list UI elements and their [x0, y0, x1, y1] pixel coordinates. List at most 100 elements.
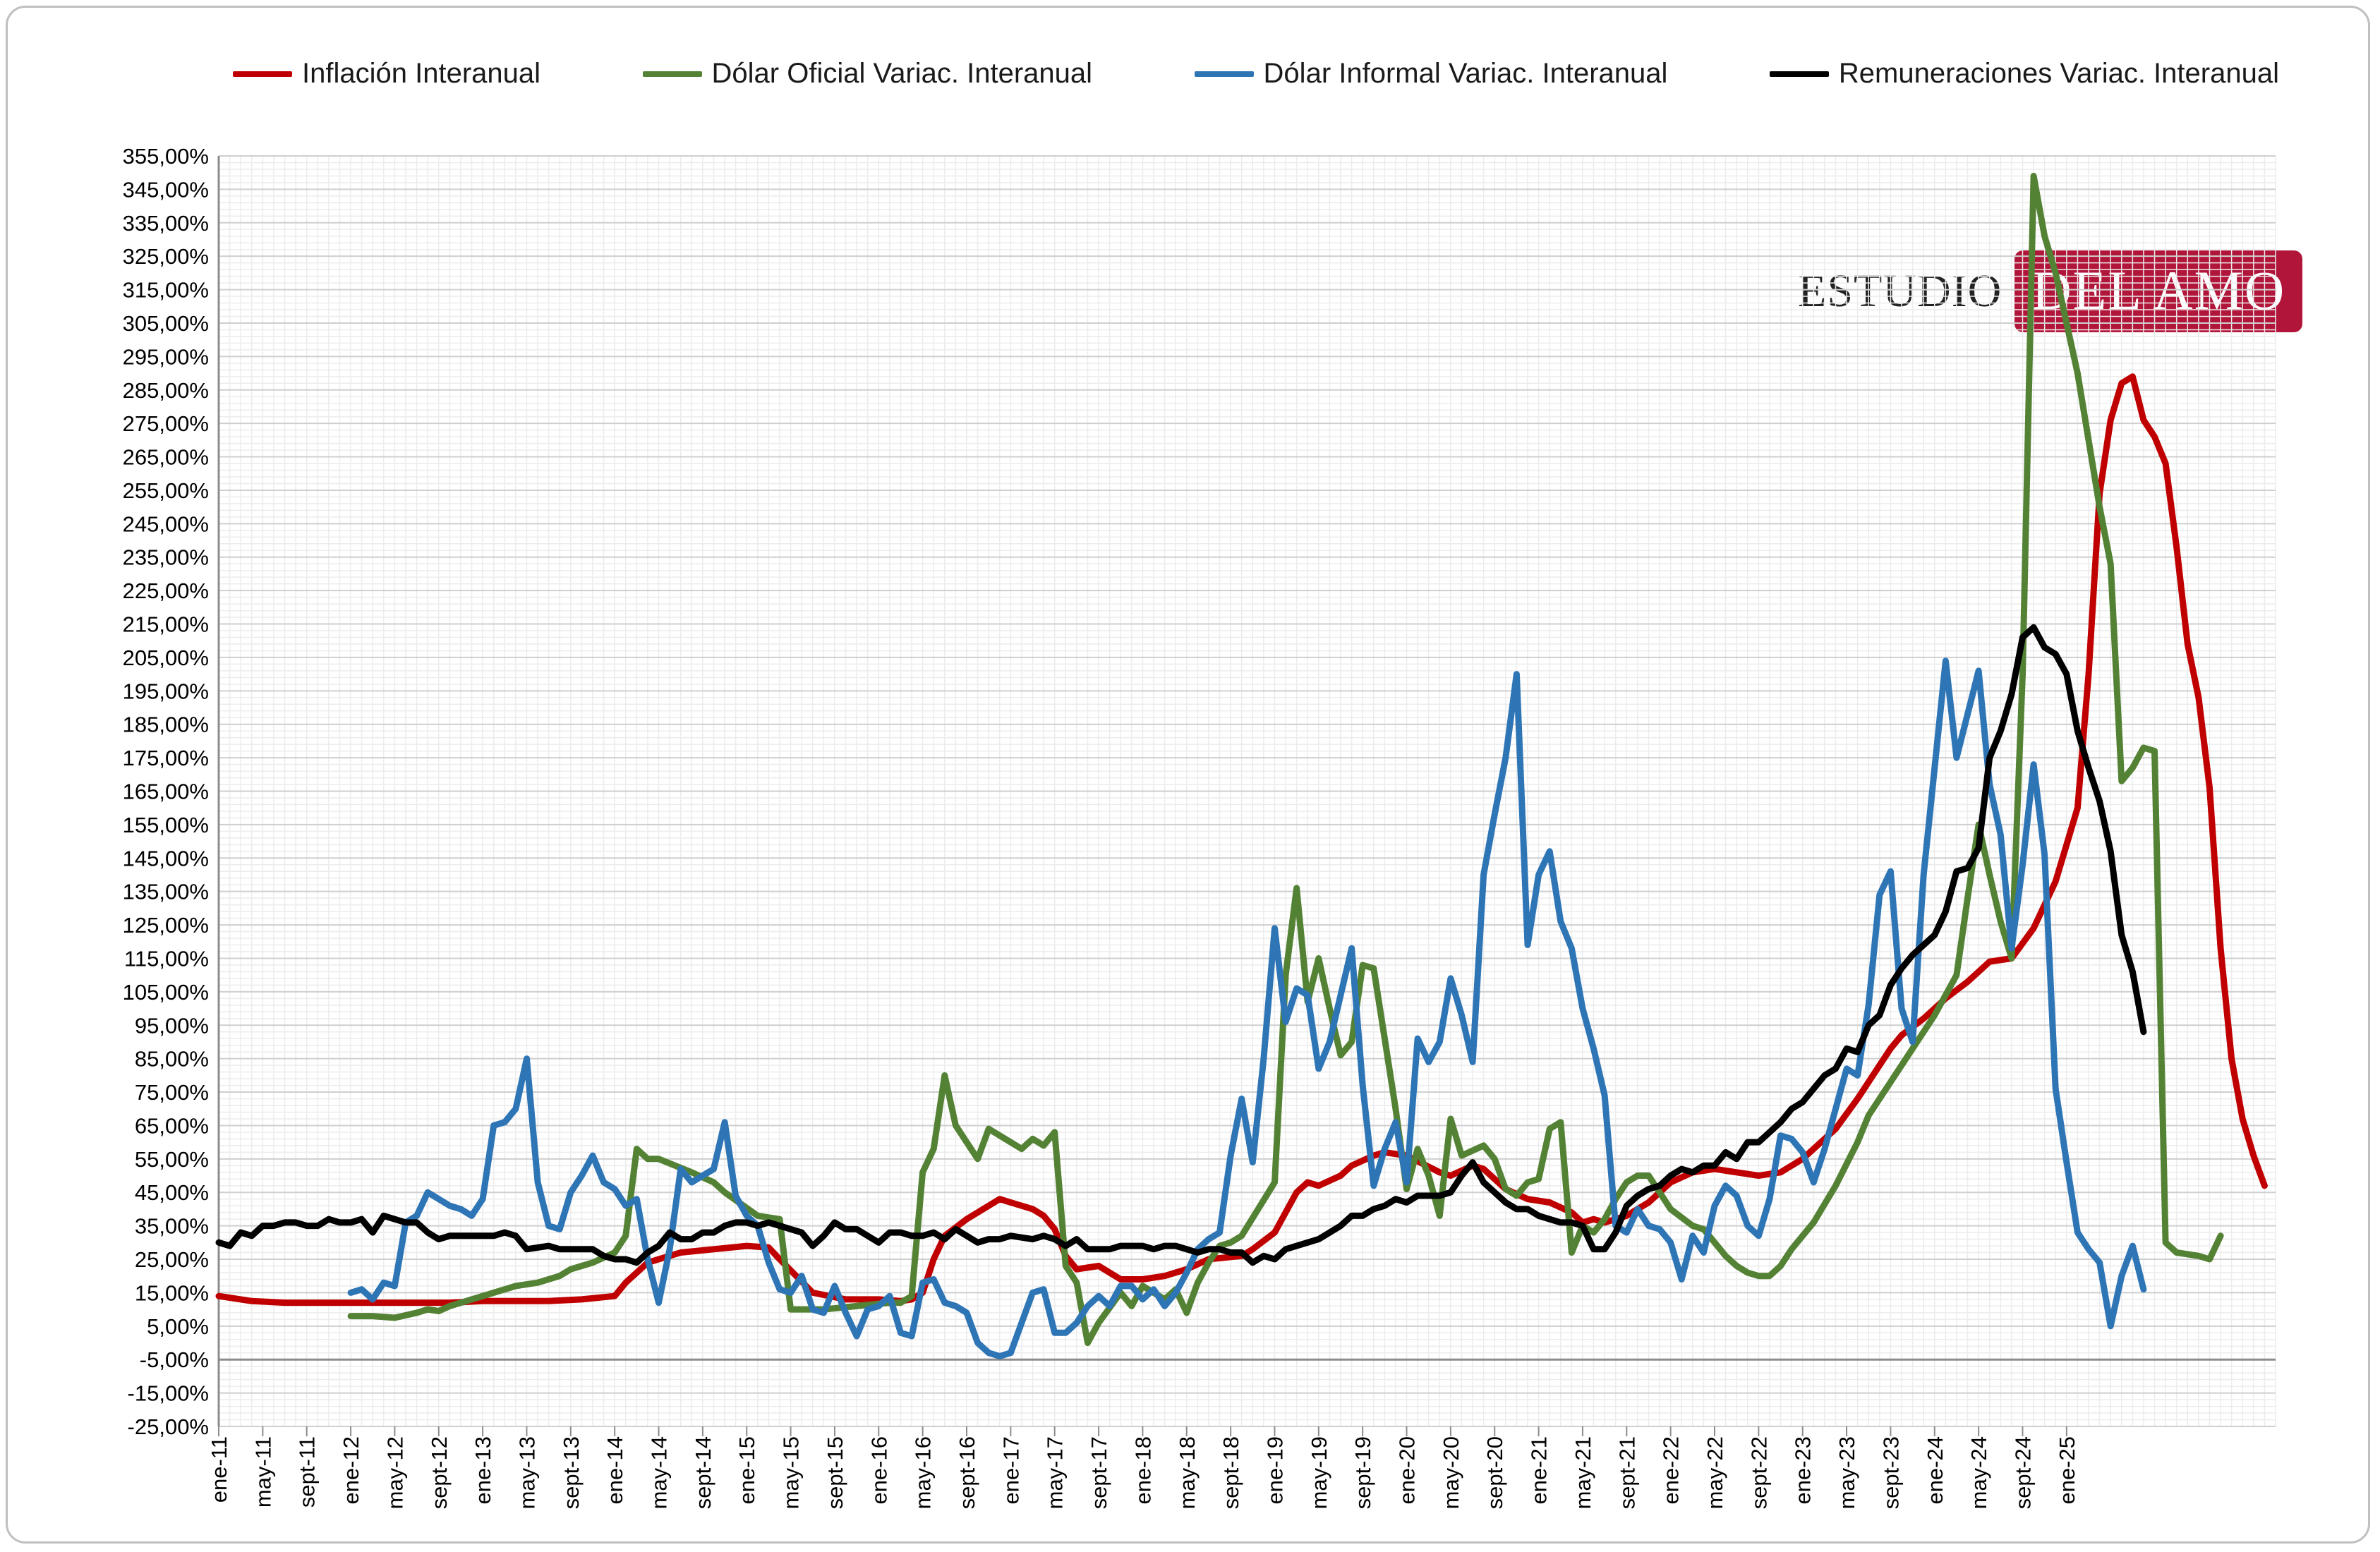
x-tick-label: sept-11 [295, 1436, 320, 1508]
y-tick-label: 55,00% [135, 1147, 209, 1172]
x-tick-label: may-21 [1571, 1436, 1595, 1509]
y-tick-label: 275,00% [123, 411, 209, 436]
x-tick-label: may-15 [779, 1436, 804, 1509]
x-tick-label: may-19 [1307, 1436, 1331, 1509]
legend-item: Inflación Interanual [233, 58, 540, 90]
y-tick-label: 325,00% [123, 244, 209, 269]
x-tick-label: ene-21 [1527, 1436, 1552, 1505]
y-tick-label: 195,00% [123, 679, 209, 703]
x-tick-label: sept-18 [1219, 1436, 1243, 1509]
y-tick-label: 125,00% [123, 913, 209, 938]
y-tick-label: 245,00% [123, 511, 209, 536]
y-tick-label: 305,00% [123, 311, 209, 336]
informal-dollar-line [347, 657, 2147, 1359]
y-tick-label: 95,00% [135, 1013, 209, 1038]
chart-legend: Inflación Interanual Dólar Oficial Variac… [233, 58, 2279, 90]
y-tick-label: -5,00% [140, 1347, 209, 1372]
y-tick-label: 35,00% [135, 1214, 209, 1239]
y-tick-label: 165,00% [123, 780, 209, 804]
x-tick-label: ene-18 [1130, 1436, 1155, 1505]
x-tick-label: ene-24 [1923, 1436, 1947, 1505]
x-tick-label: may-18 [1175, 1436, 1200, 1509]
x-tick-label: ene-25 [2055, 1436, 2079, 1505]
x-tick-label: ene-17 [998, 1436, 1023, 1505]
x-tick-label: ene-20 [1395, 1436, 1420, 1505]
x-tick-label: sept-19 [1351, 1436, 1375, 1509]
y-tick-label: 185,00% [123, 713, 209, 737]
x-tick-label: sept-22 [1746, 1436, 1771, 1509]
x-tick-label: ene-23 [1791, 1436, 1816, 1505]
y-tick-label: 205,00% [123, 645, 209, 670]
y-tick-label: 135,00% [123, 880, 209, 904]
x-tick-label: ene-14 [603, 1436, 627, 1505]
y-tick-label: 175,00% [123, 746, 209, 770]
y-tick-label: 15,00% [135, 1280, 209, 1305]
y-tick-label: 225,00% [123, 578, 209, 603]
x-tick-label: may-23 [1835, 1436, 1859, 1509]
x-tick-label: ene-11 [207, 1436, 231, 1503]
legend-swatch [1194, 71, 1254, 77]
x-tick-label: sept-13 [559, 1436, 584, 1509]
x-tick-label: sept-23 [1878, 1436, 1903, 1509]
legend-label: Inflación Interanual [302, 58, 541, 89]
x-tick-label: may-13 [514, 1436, 539, 1509]
official-dollar-line [347, 172, 2224, 1346]
x-tick-label: may-20 [1439, 1436, 1463, 1509]
x-tick-label: may-24 [1967, 1436, 1991, 1509]
x-tick-label: ene-22 [1659, 1436, 1684, 1505]
x-tick-label: may-14 [647, 1436, 672, 1509]
y-tick-label: 235,00% [123, 545, 209, 570]
y-tick-label: 355,00% [123, 144, 209, 169]
y-tick-label: 265,00% [123, 445, 209, 470]
legend-swatch [1769, 71, 1829, 77]
x-tick-label: may-12 [382, 1436, 407, 1509]
x-tick-label: may-11 [250, 1436, 275, 1508]
y-tick-label: 85,00% [135, 1047, 209, 1072]
legend-item: Remuneraciones Variac. Interanual [1769, 58, 2279, 90]
y-tick-label: -25,00% [128, 1414, 209, 1439]
x-tick-label: may-17 [1043, 1436, 1068, 1509]
y-tick-label: 315,00% [123, 278, 209, 303]
series-lines [215, 172, 2268, 1359]
y-tick-label: 255,00% [123, 478, 209, 503]
y-axis: 355,00% 345,00% 335,00% 325,00% 315,00% 305,0… [123, 144, 220, 1439]
y-tick-label: 65,00% [135, 1113, 209, 1138]
x-tick-label: ene-12 [339, 1436, 363, 1505]
x-tick-label: sept-24 [2010, 1436, 2035, 1509]
chart-frame [6, 6, 2370, 1544]
x-tick-label: ene-15 [735, 1436, 759, 1505]
x-tick-label: sept-15 [823, 1436, 847, 1509]
y-tick-label: 25,00% [135, 1247, 209, 1272]
legend-item: Dólar Oficial Variac. Interanual [642, 58, 1093, 90]
x-tick-label: sept-12 [427, 1436, 452, 1509]
y-tick-label: 335,00% [123, 211, 209, 236]
x-tick-label: sept-17 [1087, 1436, 1111, 1509]
legend-label: Dólar Oficial Variac. Interanual [711, 58, 1093, 89]
x-tick-label: sept-21 [1614, 1436, 1639, 1509]
y-tick-label: 145,00% [123, 846, 209, 871]
y-tick-label: 105,00% [123, 980, 209, 1005]
legend-label: Dólar Informal Variac. Interanual [1263, 58, 1668, 89]
legend-swatch [233, 71, 292, 77]
x-tick-label: sept-20 [1482, 1436, 1507, 1509]
x-tick-label: ene-16 [866, 1436, 891, 1505]
y-tick-label: 45,00% [135, 1180, 209, 1205]
x-axis: ene-11 may-11 sept-11 ene-12 may-12 sept-12 en… [207, 1358, 2276, 1509]
wages-line [215, 624, 2147, 1266]
legend-swatch [642, 71, 702, 77]
y-tick-label: 5,00% [147, 1314, 209, 1339]
y-tick-label: 215,00% [123, 612, 209, 637]
legend-label: Remuneraciones Variac. Interanual [1838, 58, 2279, 89]
x-tick-label: may-22 [1703, 1436, 1727, 1509]
x-tick-label: sept-16 [955, 1436, 979, 1509]
y-tick-label: -15,00% [128, 1381, 209, 1406]
x-tick-label: sept-14 [691, 1436, 715, 1509]
x-tick-label: ene-19 [1262, 1436, 1287, 1505]
y-tick-label: 295,00% [123, 344, 209, 369]
x-tick-label: ene-13 [471, 1436, 495, 1505]
y-tick-label: 75,00% [135, 1080, 209, 1105]
y-tick-label: 115,00% [124, 946, 209, 971]
y-tick-label: 155,00% [123, 813, 209, 837]
x-tick-label: may-16 [911, 1436, 936, 1509]
